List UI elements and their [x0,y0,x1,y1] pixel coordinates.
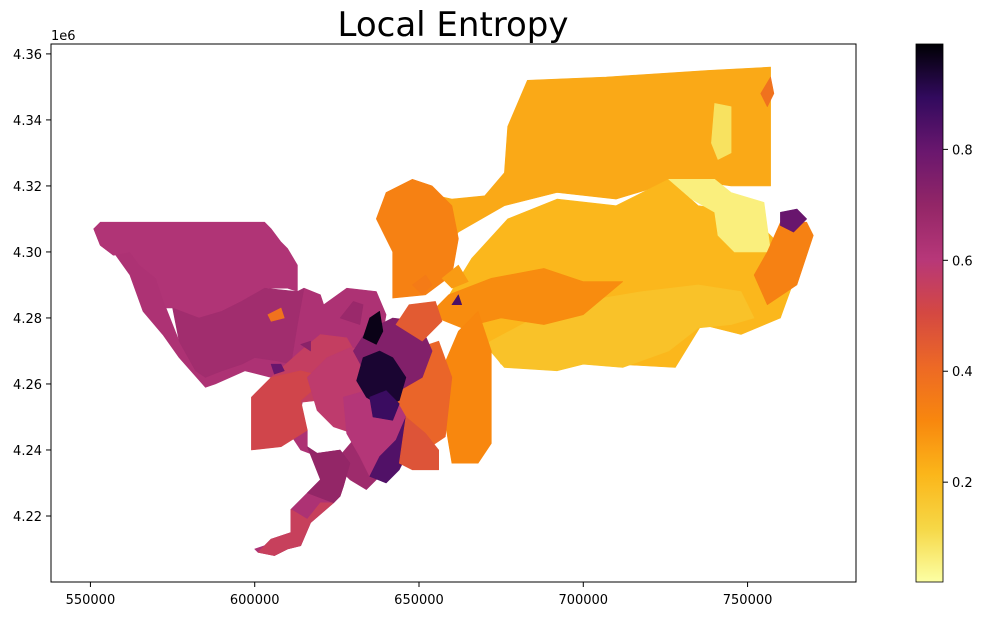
map-region-0 [418,66,771,286]
map-region-19 [257,502,334,556]
colorbar-tick-label: 0.2 [952,476,973,491]
map-regions [93,66,814,556]
map-region-9 [780,208,808,233]
x-tick-label: 600000 [230,593,280,608]
map-region-10 [438,310,492,464]
map-region-1 [375,179,459,299]
y-axis-offset-label: 1e6 [51,29,76,44]
y-tick-label: 4.28 [13,312,42,327]
map-region-30 [451,294,463,306]
y-axis: 4.22 4.24 4.26 4.28 4.30 4.32 4.34 4.36 [13,48,51,525]
colorbar-tick-label: 0.6 [952,254,973,269]
map-region-6 [711,103,732,160]
map-region-31 [412,274,433,296]
colorbar-tick-label: 0.4 [952,365,973,380]
map-region-32 [441,264,469,289]
colorbar: 0.2 0.4 0.6 0.8 [915,43,973,583]
y-tick-label: 4.34 [13,114,42,129]
map-region-5 [668,179,771,253]
colorbar-ticks: 0.2 0.4 0.6 0.8 [943,143,973,491]
chart-title: Local Entropy [337,5,568,45]
plot-frame [50,43,857,583]
y-tick-label: 4.36 [13,48,42,63]
map-region-20 [306,446,351,504]
y-tick-label: 4.22 [13,510,42,525]
y-tick-label: 4.30 [13,246,42,261]
colorbar-gradient [915,43,944,583]
map-region-29 [339,301,364,325]
map-region-33 [270,363,285,375]
x-tick-label: 700000 [558,593,608,608]
colorbar-tick-label: 0.8 [952,143,973,158]
x-tick-label: 650000 [394,593,444,608]
map-region-26 [362,310,384,345]
map-region-34 [300,340,311,352]
y-tick-label: 4.32 [13,180,42,195]
y-tick-label: 4.24 [13,444,42,459]
x-tick-label: 550000 [66,593,116,608]
map-region-35 [267,307,285,322]
x-axis: 550000 600000 650000 700000 750000 [66,582,773,608]
y-tick-label: 4.26 [13,378,42,393]
map-region-8 [760,76,775,107]
map-region-27 [369,390,400,421]
map-region-28 [395,301,443,342]
x-tick-label: 750000 [723,593,773,608]
map-region-23 [398,416,440,471]
